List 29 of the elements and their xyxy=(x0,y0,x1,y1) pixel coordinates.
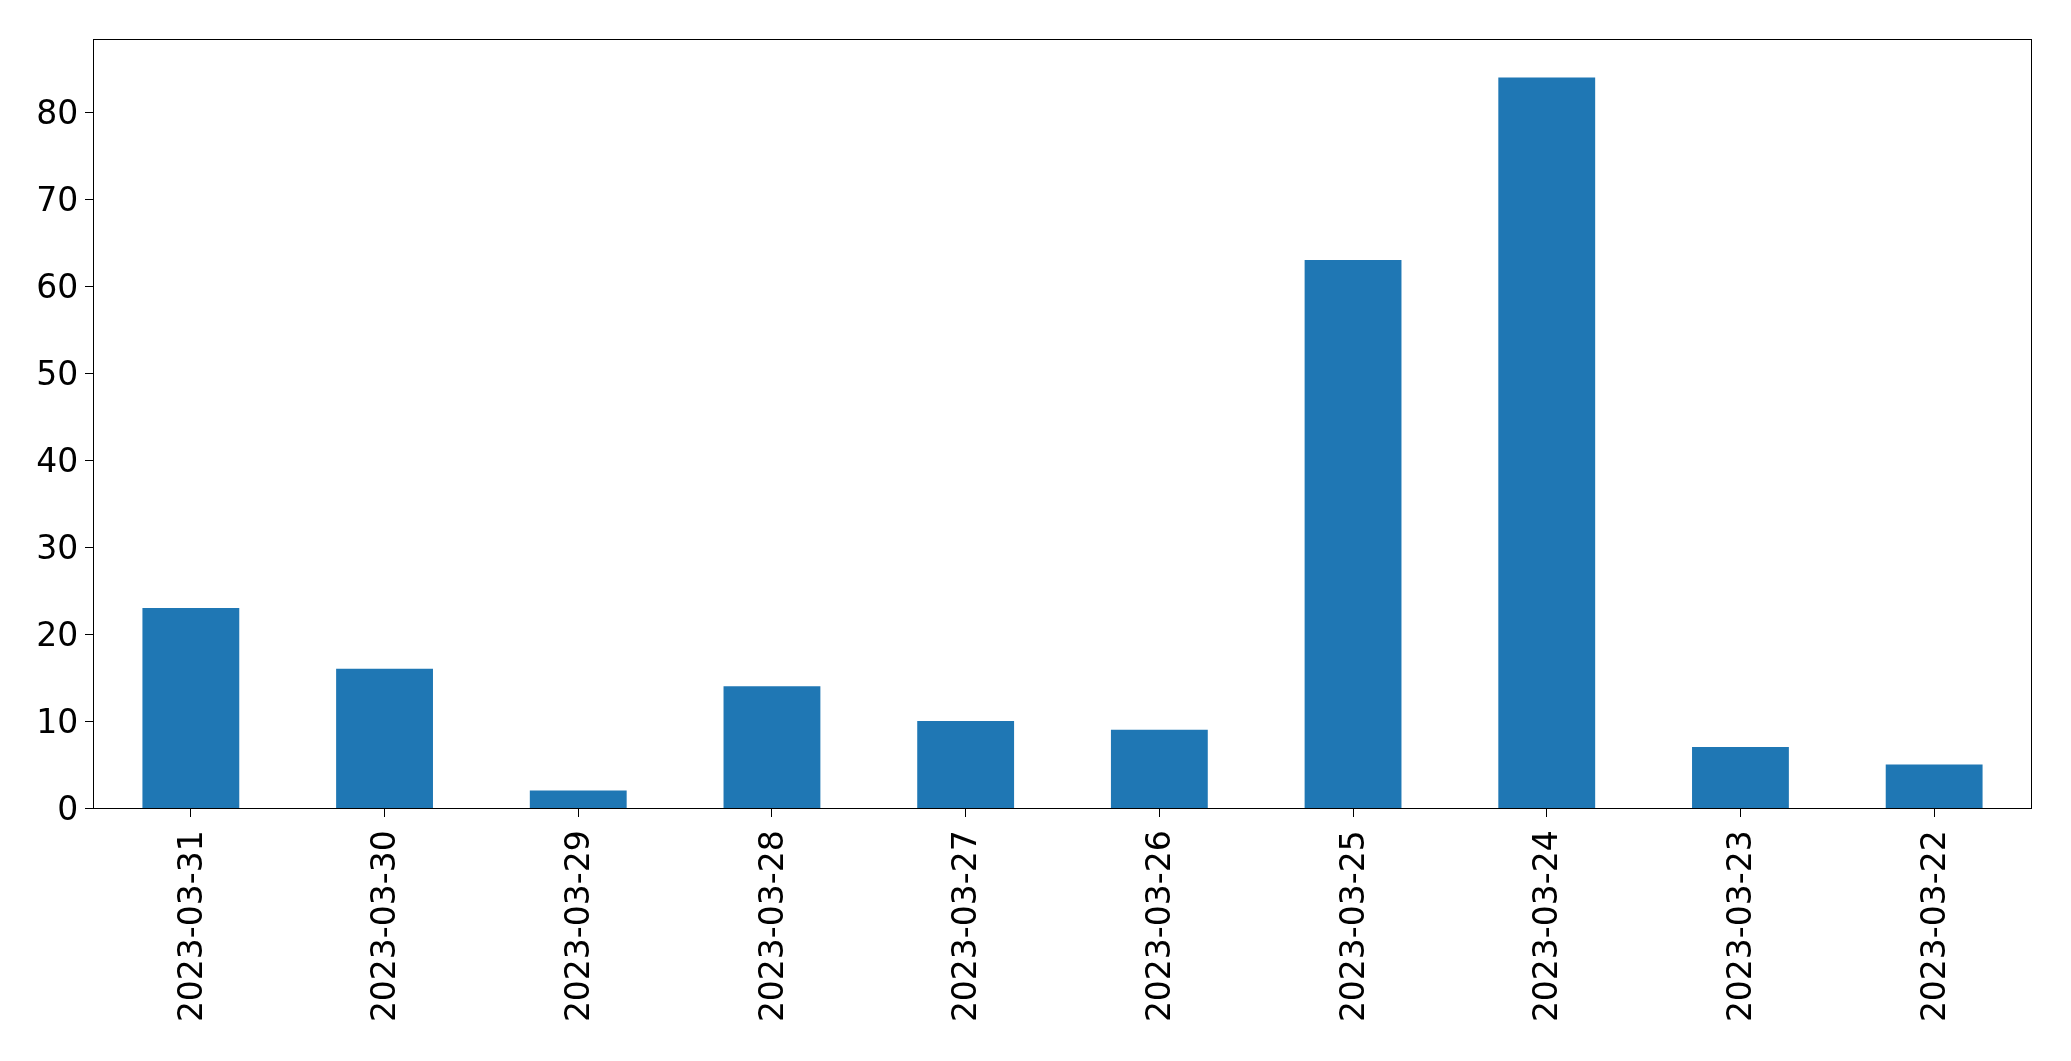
bar xyxy=(1498,77,1596,808)
y-tick-label: 30 xyxy=(36,527,79,567)
x-tick-label: 2023-03-24 xyxy=(1526,830,1566,1023)
bar xyxy=(142,607,240,808)
bar xyxy=(1304,260,1402,808)
y-tick-label: 10 xyxy=(36,701,79,741)
bar xyxy=(1885,764,1983,808)
y-tick-label: 50 xyxy=(36,353,79,393)
y-tick-label: 60 xyxy=(36,266,79,306)
y-tick-label: 40 xyxy=(36,440,79,480)
x-tick-label: 2023-03-22 xyxy=(1913,830,1953,1023)
y-tick-label: 20 xyxy=(36,614,79,654)
bar xyxy=(529,790,627,808)
bar xyxy=(1692,747,1789,808)
x-tick-label: 2023-03-28 xyxy=(751,830,791,1023)
y-tick-label: 80 xyxy=(36,92,79,132)
x-tick-label: 2023-03-29 xyxy=(557,830,597,1023)
bar xyxy=(1110,729,1208,808)
x-tick-label: 2023-03-27 xyxy=(945,830,985,1023)
x-tick-label: 2023-03-30 xyxy=(364,830,404,1023)
x-tick-label: 2023-03-26 xyxy=(1139,830,1179,1023)
bar xyxy=(723,686,821,808)
x-tick-label: 2023-03-23 xyxy=(1720,830,1760,1023)
x-tick-label: 2023-03-31 xyxy=(170,830,210,1023)
x-tick-label: 2023-03-25 xyxy=(1332,830,1372,1023)
bar xyxy=(336,668,433,808)
bar xyxy=(917,721,1015,808)
y-tick-label: 70 xyxy=(36,179,79,219)
y-tick-label: 0 xyxy=(57,788,79,828)
